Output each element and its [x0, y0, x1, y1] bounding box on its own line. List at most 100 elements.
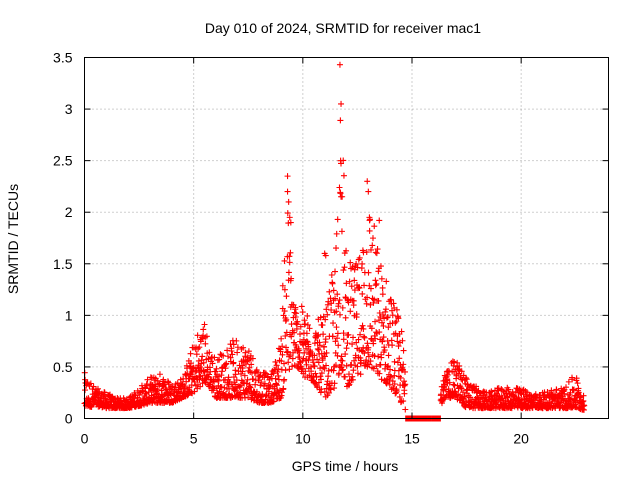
data-point — [308, 368, 315, 375]
data-point — [348, 283, 355, 290]
data-point — [304, 321, 311, 328]
data-point — [356, 254, 363, 261]
data-point — [384, 337, 391, 344]
data-point — [371, 296, 378, 303]
data-point — [459, 389, 466, 396]
data-point — [326, 288, 333, 295]
data-point — [211, 354, 218, 361]
data-point — [325, 389, 332, 396]
data-point — [402, 381, 409, 388]
data-point — [368, 325, 375, 332]
data-point — [330, 287, 337, 294]
data-point — [273, 362, 280, 369]
data-point — [281, 360, 288, 367]
data-point — [280, 385, 287, 392]
data-point — [401, 378, 408, 385]
data-point — [338, 361, 345, 368]
data-point — [241, 372, 248, 379]
data-point — [303, 338, 310, 345]
data-point — [252, 381, 259, 388]
data-point — [193, 351, 200, 358]
data-point — [244, 376, 251, 383]
data-point — [366, 361, 373, 368]
data-point — [381, 347, 388, 354]
data-point — [156, 380, 163, 387]
data-point — [191, 378, 198, 385]
data-point — [299, 309, 306, 316]
data-point — [306, 325, 313, 332]
data-point — [197, 364, 204, 371]
data-point — [357, 371, 364, 378]
data-point — [383, 314, 390, 321]
data-point — [196, 344, 203, 351]
data-point — [359, 290, 366, 297]
data-point — [356, 285, 363, 292]
x-tick-label: 20 — [513, 431, 529, 447]
data-point — [328, 272, 335, 279]
data-point — [341, 264, 348, 271]
data-point — [200, 368, 207, 375]
data-point — [457, 384, 464, 391]
data-point — [291, 309, 298, 316]
data-point — [286, 214, 293, 221]
data-point — [234, 349, 241, 356]
data-point — [385, 352, 392, 359]
data-point — [349, 341, 356, 348]
data-point — [336, 297, 343, 304]
data-point — [332, 295, 339, 302]
data-point — [355, 336, 362, 343]
data-point — [334, 291, 341, 298]
data-point — [400, 398, 407, 405]
data-point — [266, 376, 273, 383]
data-point — [325, 373, 332, 380]
data-point — [289, 363, 296, 370]
data-point — [256, 373, 263, 380]
y-tick-label: 3.5 — [53, 50, 73, 66]
data-point — [182, 385, 189, 392]
data-point — [351, 287, 358, 294]
data-point — [342, 314, 349, 321]
data-point — [444, 371, 451, 378]
data-point — [315, 379, 322, 386]
data-point — [315, 346, 322, 353]
data-point — [569, 376, 576, 383]
plot-frame — [84, 57, 609, 419]
data-point — [318, 370, 325, 377]
data-point — [328, 307, 335, 314]
data-point — [343, 247, 350, 254]
data-point — [390, 300, 397, 307]
data-point — [361, 282, 368, 289]
data-point — [336, 370, 343, 377]
data-point — [463, 376, 470, 383]
x-tick-labels: 0 5 10 15 20 — [81, 431, 530, 447]
y-tick-labels: 0 0.5 1 1.5 2 2.5 3 3.5 — [53, 50, 73, 427]
data-point — [216, 356, 223, 363]
data-point — [400, 347, 407, 354]
data-point — [385, 362, 392, 369]
data-point — [246, 364, 253, 371]
data-point — [378, 354, 385, 361]
data-point — [373, 250, 380, 257]
data-point — [275, 376, 282, 383]
data-point — [349, 373, 356, 380]
data-point — [191, 388, 198, 395]
y-tick-label: 3 — [65, 101, 73, 117]
data-point — [451, 388, 458, 395]
data-point — [288, 275, 295, 282]
data-point — [339, 304, 346, 311]
data-point — [203, 333, 210, 340]
data-point — [461, 394, 468, 401]
data-point — [217, 351, 224, 358]
data-point — [249, 355, 256, 362]
data-point — [275, 372, 282, 379]
data-point — [387, 366, 394, 373]
data-point — [332, 268, 339, 275]
data-point — [318, 386, 325, 393]
data-point — [213, 365, 220, 372]
data-point — [560, 387, 567, 394]
data-point — [237, 382, 244, 389]
y-tick-label: 0 — [65, 411, 73, 427]
data-point — [376, 217, 383, 224]
x-tick-label: 0 — [81, 431, 89, 447]
data-point — [282, 367, 289, 374]
